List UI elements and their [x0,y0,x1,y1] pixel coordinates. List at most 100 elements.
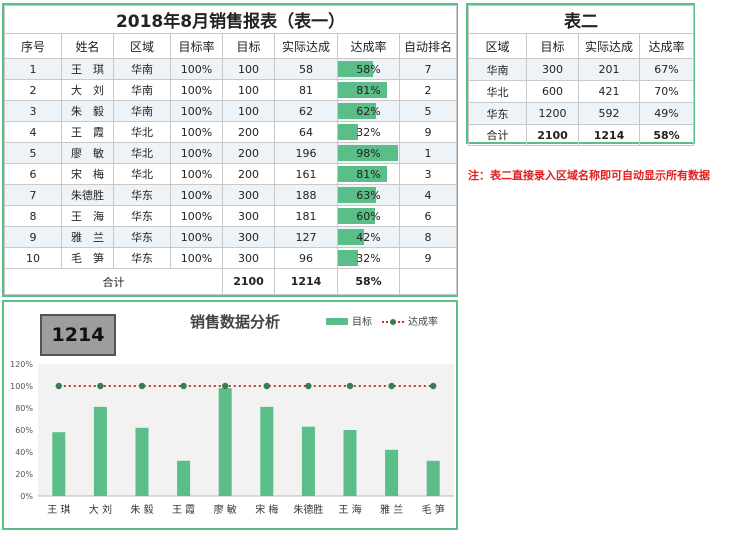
header-rate: 达成率 [337,33,400,59]
cell-name: 王 琪 [61,58,114,80]
rate-data-bar [338,124,358,140]
rate-data-bar [338,166,388,182]
cell-rank: 7 [398,58,458,80]
cell-target: 300 [222,247,275,269]
line-point [305,382,312,390]
header-target: 目标 [222,33,275,59]
line-point [388,382,395,390]
cell-target-rate: 100% [170,142,223,164]
cell-actual: 188 [274,184,338,206]
cell-rank: 4 [398,184,458,206]
cell-actual: 181 [274,205,338,227]
cell-target-rate: 100% [170,121,223,143]
cell-name: 朱 毅 [61,100,114,122]
cell-actual: 127 [274,226,338,248]
y-tick-label: 0% [20,492,33,501]
cell-region: 华北 [113,163,171,185]
cell-actual: 96 [274,247,338,269]
cell-rank: 9 [398,121,458,143]
cell-target-rate: 100% [170,184,223,206]
summary-total-actual: 1214 [578,124,640,146]
cell-rank: 2 [398,79,458,101]
cell-rate: 32% [337,247,400,269]
summary-cell-actual: 201 [578,58,640,81]
cell-target-rate: 100% [170,79,223,101]
summary-header-target: 目标 [526,33,579,59]
cell-actual: 196 [274,142,338,164]
cell-rate: 42% [337,226,400,248]
cell-actual: 64 [274,121,338,143]
cell-no: 5 [4,142,62,164]
summary-header-rate: 达成率 [639,33,694,59]
rate-data-bar [338,208,375,224]
summary-cell-region: 华南 [468,58,527,81]
cell-rank: 8 [398,226,458,248]
line-point [346,382,354,390]
cell-rate: 81% [337,79,400,101]
bar [343,430,357,496]
rate-data-bar [338,250,358,266]
rate-data-bar [338,61,374,77]
legend-rate-marker [390,319,396,325]
x-tick-label: 王 霞 [172,504,195,516]
bar [52,432,66,496]
line-point [180,382,187,390]
bar [260,406,274,496]
legend-target-swatch [326,318,348,325]
cell-rate: 98% [337,142,400,164]
cell-rate: 32% [337,121,400,143]
region-summary-panel: 表二 区域 目标 实际达成 达成率 华南 300 201 67% 华北 600 421 70%… [466,3,695,146]
cell-rank: 3 [398,163,458,185]
summary-row: 华东 1200 592 49% [468,102,694,125]
rate-label: 60% [356,209,381,223]
line-point [97,382,104,390]
cell-target-rate: 100% [170,58,223,80]
cell-rank: 1 [398,142,458,164]
chart-panel: 1214 销售数据分析 0% 20% 40% 60% 80% 100% 120% 王 琪 大 刘… [2,300,458,530]
summary-header-actual: 实际达成 [578,33,640,59]
rate-label: 58% [356,62,381,76]
x-tick-label: 朱德胜 [293,503,323,516]
rate-label: 81% [356,167,381,181]
x-tick-label: 宋 梅 [255,503,278,516]
cell-region: 华东 [113,247,171,269]
line-point [430,382,437,390]
rate-data-bar [338,145,398,161]
cell-target-rate: 100% [170,247,223,269]
total-target: 2100 [222,268,275,295]
cell-target-rate: 100% [170,100,223,122]
summary-total-target: 2100 [526,124,579,146]
line-point [138,382,146,390]
cell-actual: 58 [274,58,338,80]
summary-total-rate: 58% [639,124,694,146]
line-point [55,382,62,390]
chart-title: 销售数据分析 [190,313,281,331]
cell-target: 200 [222,121,275,143]
cell-rank: 5 [398,100,458,122]
summary-cell-rate: 49% [639,102,694,125]
line-point [222,382,229,390]
cell-no: 6 [4,163,62,185]
cell-target: 200 [222,142,275,164]
cell-name: 雅 兰 [61,226,114,248]
bar [301,426,315,496]
rate-label: 62% [356,104,381,118]
cell-target: 100 [222,100,275,122]
cell-rank: 9 [398,247,458,269]
summary-cell-rate: 70% [639,80,694,103]
summary-header-region: 区域 [468,33,527,59]
summary-title: 表二 [468,5,694,34]
rate-data-bar [338,187,377,203]
summary-cell-actual: 421 [578,80,640,103]
x-tick-label: 廖 敏 [214,503,237,516]
y-tick-label: 80% [15,404,33,413]
cell-rate: 81% [337,163,400,185]
cell-name: 朱德胜 [61,184,114,206]
bar [135,427,149,496]
header-region: 区域 [113,33,171,59]
